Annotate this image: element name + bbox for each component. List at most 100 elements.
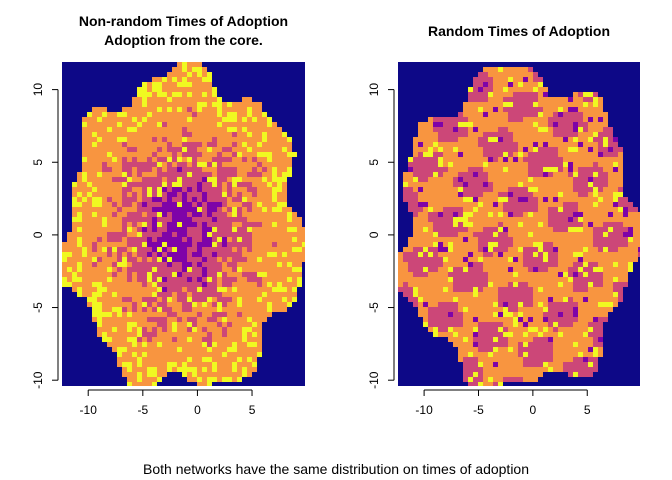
raster-cell: [277, 172, 282, 177]
raster-cell: [212, 107, 217, 112]
raster-cell: [157, 217, 162, 222]
raster-cell: [202, 97, 207, 102]
raster-cell: [92, 242, 97, 247]
raster-cell: [147, 382, 152, 386]
raster-cell: [202, 202, 207, 207]
raster-cell: [217, 332, 222, 337]
raster-cell: [262, 237, 267, 242]
raster-cell: [202, 282, 207, 287]
raster-cell: [287, 242, 292, 247]
raster-cell: [87, 247, 92, 252]
raster-cell: [147, 192, 152, 197]
raster-cell: [503, 142, 508, 147]
raster-cell: [117, 262, 122, 267]
raster-cell: [418, 237, 423, 242]
raster-cell: [443, 257, 448, 262]
raster-cell: [518, 107, 523, 112]
raster-cell: [242, 152, 247, 157]
raster-cell: [222, 177, 227, 182]
raster-cell: [428, 237, 433, 242]
raster-cell: [137, 277, 142, 282]
raster-cell: [428, 182, 433, 187]
raster-cell: [543, 207, 548, 212]
raster-cell: [107, 122, 112, 127]
raster-cell: [112, 187, 117, 192]
raster-cell: [132, 382, 137, 386]
raster-cell: [252, 122, 257, 127]
raster-cell: [583, 137, 588, 142]
raster-cell: [102, 267, 107, 272]
raster-cell: [518, 257, 523, 262]
raster-cell: [217, 157, 222, 162]
raster-cell: [232, 317, 237, 322]
raster-cell: [563, 157, 568, 162]
raster-cell: [247, 367, 252, 372]
raster-cell: [523, 277, 528, 282]
raster-cell: [232, 337, 237, 342]
raster-cell: [553, 102, 558, 107]
raster-cell: [142, 377, 147, 382]
raster-cell: [247, 212, 252, 217]
raster-cell: [102, 137, 107, 142]
raster-cell: [132, 127, 137, 132]
raster-cell: [122, 242, 127, 247]
raster-cell: [112, 217, 117, 222]
raster-cell: [162, 317, 167, 322]
raster-cell: [217, 232, 222, 237]
raster-cell: [523, 207, 528, 212]
raster-cell: [112, 242, 117, 247]
raster-cell: [603, 142, 608, 147]
raster-cell: [488, 177, 493, 182]
raster-cell: [458, 262, 463, 267]
raster-cell: [518, 157, 523, 162]
raster-cell: [142, 147, 147, 152]
raster-cell: [418, 172, 423, 177]
raster-cell: [242, 362, 247, 367]
raster-cell: [207, 232, 212, 237]
raster-cell: [182, 142, 187, 147]
raster-cell: [112, 302, 117, 307]
raster-cell: [418, 182, 423, 187]
raster-cell: [247, 352, 252, 357]
raster-cell: [543, 302, 548, 307]
raster-cell: [152, 137, 157, 142]
raster-cell: [493, 122, 498, 127]
raster-cell: [428, 132, 433, 137]
raster-cell: [563, 117, 568, 122]
raster-cell: [212, 282, 217, 287]
raster-cell: [523, 327, 528, 332]
raster-cell: [197, 277, 202, 282]
raster-cell: [102, 222, 107, 227]
raster-cell: [438, 152, 443, 157]
raster-cell: [433, 322, 438, 327]
raster-cell: [242, 317, 247, 322]
raster-cell: [117, 112, 122, 117]
raster-cell: [207, 312, 212, 317]
raster-cell: [272, 177, 277, 182]
raster-cell: [142, 167, 147, 172]
raster-cell: [207, 132, 212, 137]
raster-cell: [257, 302, 262, 307]
raster-cell: [182, 172, 187, 177]
raster-cell: [603, 122, 608, 127]
raster-cell: [137, 217, 142, 222]
raster-cell: [558, 352, 563, 357]
raster-cell: [167, 287, 172, 292]
raster-cell: [463, 102, 468, 107]
raster-cell: [172, 82, 177, 87]
raster-cell: [568, 142, 573, 147]
raster-cell: [423, 262, 428, 267]
raster-cell: [428, 142, 433, 147]
raster-cell: [438, 257, 443, 262]
raster-cell: [508, 217, 513, 222]
raster-cell: [428, 262, 433, 267]
raster-cell: [162, 152, 167, 157]
raster-cell: [433, 317, 438, 322]
raster-cell: [87, 207, 92, 212]
raster-cell: [568, 332, 573, 337]
raster-cell: [237, 302, 242, 307]
raster-cell: [257, 222, 262, 227]
raster-cell: [578, 167, 583, 172]
raster-cell: [468, 212, 473, 217]
raster-cell: [127, 337, 132, 342]
